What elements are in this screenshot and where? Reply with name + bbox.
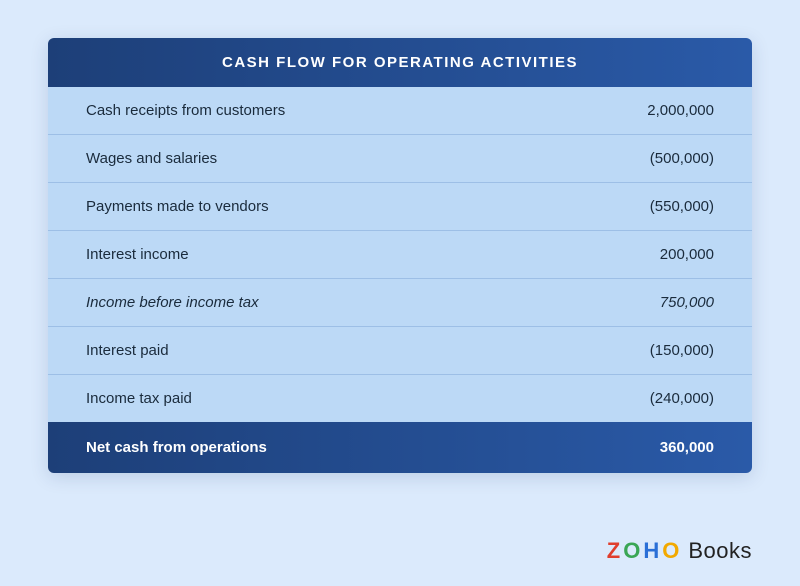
row-value: 2,000,000 bbox=[647, 102, 714, 119]
row-value: (550,000) bbox=[650, 198, 714, 215]
table-row: Income tax paid (240,000) bbox=[48, 375, 752, 422]
table-row: Income before income tax 750,000 bbox=[48, 279, 752, 327]
table-row: Cash receipts from customers 2,000,000 bbox=[48, 87, 752, 135]
footer-label: Net cash from operations bbox=[86, 439, 267, 456]
row-label: Income before income tax bbox=[86, 294, 259, 311]
card-footer: Net cash from operations 360,000 bbox=[48, 422, 752, 473]
row-label: Income tax paid bbox=[86, 390, 192, 407]
table-row: Wages and salaries (500,000) bbox=[48, 135, 752, 183]
table-row: Interest income 200,000 bbox=[48, 231, 752, 279]
cash-flow-card: CASH FLOW FOR OPERATING ACTIVITIES Cash … bbox=[48, 38, 752, 473]
brand-logo: ZOHO Books bbox=[607, 538, 752, 564]
row-label: Wages and salaries bbox=[86, 150, 217, 167]
brand-books: Books bbox=[688, 538, 752, 564]
table-row: Interest paid (150,000) bbox=[48, 327, 752, 375]
row-value: (150,000) bbox=[650, 342, 714, 359]
row-value: 200,000 bbox=[660, 246, 714, 263]
row-value: (240,000) bbox=[650, 390, 714, 407]
brand-letter-h: H bbox=[643, 538, 659, 564]
row-label: Interest income bbox=[86, 246, 189, 263]
footer-value: 360,000 bbox=[660, 439, 714, 456]
row-value: (500,000) bbox=[650, 150, 714, 167]
brand-letter-o2: O bbox=[662, 538, 679, 564]
table-row: Payments made to vendors (550,000) bbox=[48, 183, 752, 231]
row-label: Cash receipts from customers bbox=[86, 102, 285, 119]
brand-letter-z: Z bbox=[607, 538, 620, 564]
row-label: Interest paid bbox=[86, 342, 169, 359]
card-title: CASH FLOW FOR OPERATING ACTIVITIES bbox=[48, 38, 752, 87]
row-label: Payments made to vendors bbox=[86, 198, 269, 215]
row-value: 750,000 bbox=[660, 294, 714, 311]
card-body: Cash receipts from customers 2,000,000 Wag… bbox=[48, 87, 752, 422]
brand-letter-o1: O bbox=[623, 538, 640, 564]
